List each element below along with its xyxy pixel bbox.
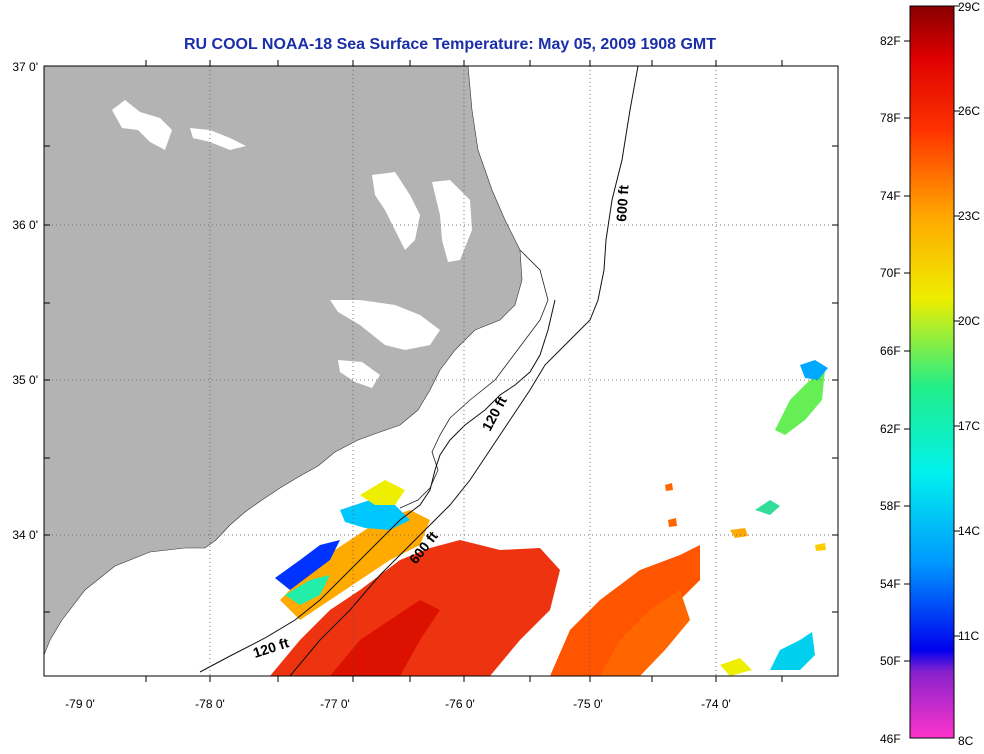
isobath-label-600-north: 600 ft: [613, 184, 632, 222]
isobath-120ft: [199, 299, 556, 673]
colorbar-label-f: 78F: [880, 111, 901, 125]
colorbar-label-c: 8C: [958, 734, 974, 748]
latitude-label: 37 0': [12, 60, 38, 74]
colorbar-label-c: 11C: [958, 629, 980, 643]
sound-water: [372, 172, 420, 250]
sound-water: [330, 300, 440, 350]
isobath-600ft: [289, 66, 639, 676]
colorbar-label-f: 62F: [880, 422, 901, 436]
colorbar-label-c: 20C: [958, 314, 981, 328]
longitude-label: -79 0': [65, 697, 95, 711]
latitude-label: 36 0': [12, 218, 38, 232]
colorbar-label-f: 70F: [880, 266, 901, 280]
longitude-label: -77 0': [320, 697, 350, 711]
colorbar-label-c: 26C: [958, 104, 981, 118]
colorbar-label-c: 17C: [958, 419, 981, 433]
colorbar-label-f: 74F: [880, 189, 901, 203]
lake: [112, 100, 172, 150]
sound-water: [338, 360, 380, 388]
longitude-label: -75 0': [573, 697, 603, 711]
longitude-label: -76 0': [445, 697, 475, 711]
barrier-islands: [399, 249, 549, 509]
colorbar-label-f: 58F: [880, 499, 901, 513]
colorbar-ticks: [904, 5, 960, 662]
longitude-label: -74 0': [701, 697, 731, 711]
lake: [190, 128, 246, 150]
sound-water: [432, 180, 472, 262]
sst-patches: [270, 360, 828, 676]
colorbar-label-c: 29C: [958, 0, 981, 14]
graticule: [44, 66, 838, 676]
latitude-label: 35 0': [12, 373, 38, 387]
frame-ticks: [44, 60, 838, 682]
map-frame: [43, 65, 839, 677]
colorbar-label-c: 14C: [958, 524, 981, 538]
map-title: RU COOL NOAA-18 Sea Surface Temperature:…: [183, 36, 717, 53]
colorbar-label-f: 46F: [880, 732, 901, 746]
colorbar-label-f: 54F: [880, 577, 901, 591]
latitude-label: 34 0': [12, 528, 38, 542]
colorbar-label-f: 66F: [880, 344, 901, 358]
longitude-label: -78 0': [195, 697, 225, 711]
colorbar-label-f: 50F: [880, 654, 901, 668]
colorbar: [909, 5, 955, 739]
colorbar-label-c: 23C: [958, 209, 981, 223]
colorbar-label-f: 82F: [880, 34, 901, 48]
